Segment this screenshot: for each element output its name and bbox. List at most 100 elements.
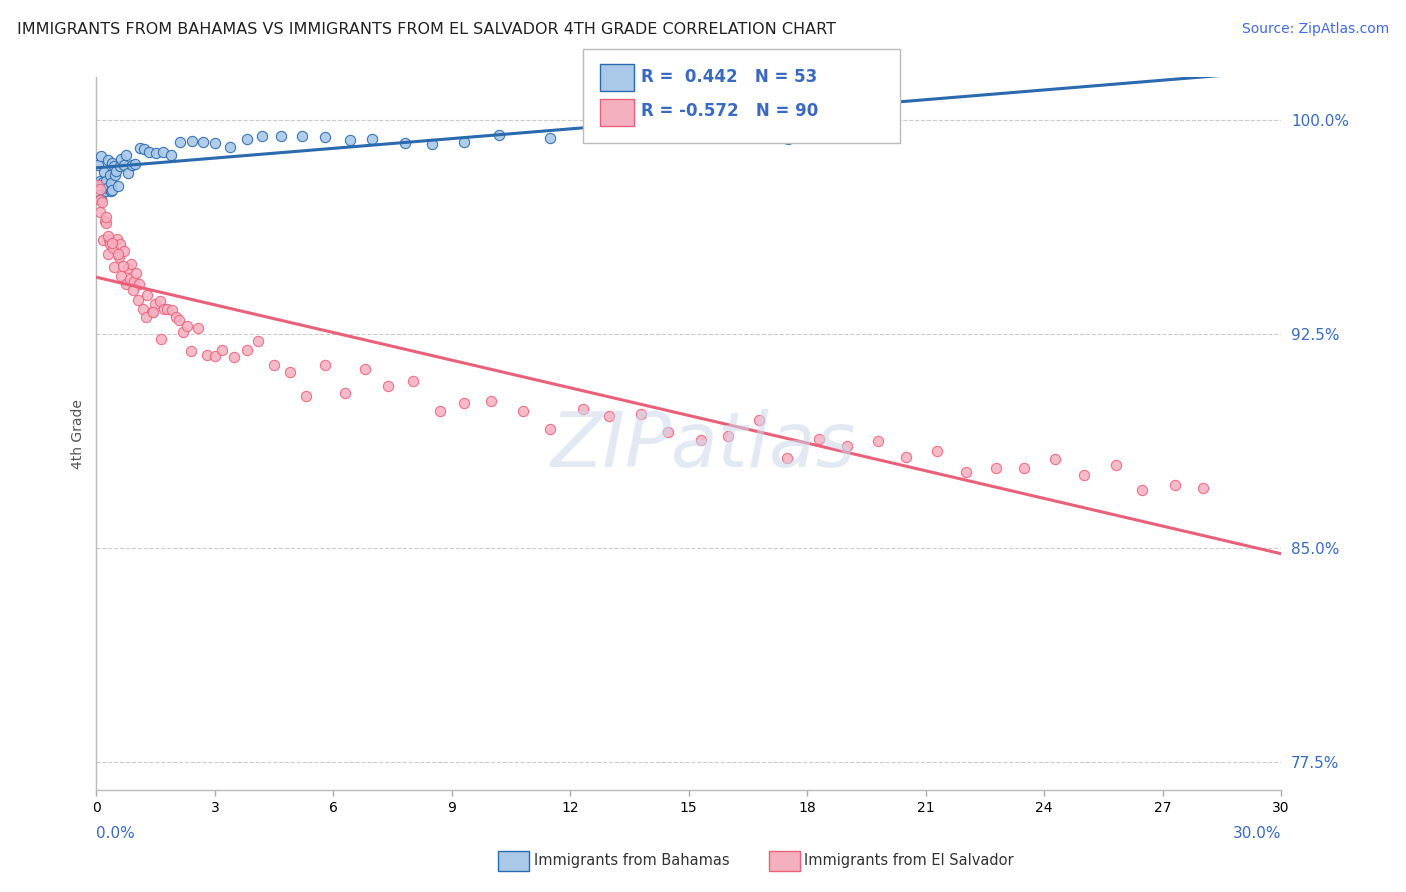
Point: [150, 332, 173, 346]
Point: [204, 349, 226, 363]
Point: [90, 149, 112, 163]
Point: [94, 214, 117, 228]
Point: [117, 260, 139, 275]
Point: [98, 236, 121, 251]
Point: [128, 141, 150, 155]
Point: [335, 386, 357, 401]
Point: [986, 461, 1008, 475]
Point: [98, 168, 121, 182]
Point: [96, 181, 118, 195]
Point: [401, 374, 423, 388]
Point: [96, 210, 118, 224]
Point: [453, 136, 475, 150]
Point: [1012, 460, 1035, 475]
Point: [394, 136, 416, 150]
Point: [101, 183, 124, 197]
Text: IMMIGRANTS FROM BAHAMAS VS IMMIGRANTS FROM EL SALVADOR 4TH GRADE CORRELATION CHA: IMMIGRANTS FROM BAHAMAS VS IMMIGRANTS FR…: [17, 22, 837, 37]
Text: Source: ZipAtlas.com: Source: ZipAtlas.com: [1241, 22, 1389, 37]
Point: [143, 297, 166, 311]
Point: [112, 158, 135, 172]
Point: [748, 413, 770, 427]
Point: [689, 433, 711, 447]
Y-axis label: 4th Grade: 4th Grade: [72, 399, 86, 468]
Point: [866, 434, 889, 449]
Point: [87, 158, 110, 172]
Point: [141, 305, 163, 319]
Point: [156, 301, 179, 316]
Point: [100, 177, 122, 191]
Point: [193, 135, 215, 149]
Point: [122, 274, 145, 288]
Point: [101, 235, 124, 250]
Point: [120, 271, 142, 285]
Point: [142, 305, 165, 319]
Point: [104, 164, 127, 178]
Point: [314, 130, 336, 145]
Point: [571, 402, 593, 417]
Point: [167, 312, 190, 326]
Point: [152, 145, 174, 159]
Point: [93, 164, 115, 178]
Point: [955, 465, 977, 479]
Point: [112, 259, 135, 273]
Text: 0.0%: 0.0%: [97, 826, 135, 841]
Point: [187, 320, 209, 334]
Point: [96, 174, 118, 188]
Point: [127, 293, 149, 308]
Point: [103, 260, 125, 274]
Point: [117, 166, 139, 180]
Point: [132, 301, 155, 316]
Point: [138, 145, 160, 159]
Point: [246, 334, 269, 348]
Point: [204, 136, 226, 151]
Point: [180, 344, 202, 359]
Point: [538, 130, 561, 145]
Point: [1073, 467, 1095, 482]
Point: [339, 133, 361, 147]
Point: [176, 318, 198, 333]
Point: [121, 283, 143, 297]
Point: [90, 178, 112, 193]
Point: [896, 450, 918, 464]
Text: Immigrants from El Salvador: Immigrants from El Salvador: [804, 854, 1014, 868]
Text: ZIPatlas: ZIPatlas: [550, 409, 856, 483]
Point: [1191, 481, 1213, 495]
Point: [112, 244, 135, 258]
Point: [136, 288, 159, 302]
Point: [94, 184, 117, 198]
Point: [97, 233, 120, 247]
Point: [195, 347, 218, 361]
Point: [100, 184, 122, 198]
Point: [148, 293, 170, 308]
Point: [717, 429, 740, 443]
Point: [630, 407, 652, 421]
Point: [91, 233, 114, 247]
Point: [128, 277, 150, 291]
Point: [103, 159, 125, 173]
Point: [420, 136, 443, 151]
Point: [598, 409, 620, 423]
Point: [377, 379, 399, 393]
Point: [108, 237, 131, 252]
Point: [1045, 452, 1067, 467]
Point: [354, 362, 377, 376]
Point: [429, 404, 451, 418]
Point: [125, 265, 148, 279]
Point: [657, 425, 679, 439]
Point: [778, 132, 800, 146]
Point: [90, 192, 112, 206]
Point: [110, 153, 132, 167]
Point: [1132, 483, 1154, 498]
Point: [1105, 458, 1128, 472]
Point: [132, 143, 155, 157]
Point: [314, 358, 336, 372]
Point: [89, 193, 111, 207]
Point: [94, 216, 117, 230]
Point: [105, 231, 128, 245]
Point: [538, 422, 561, 436]
Point: [107, 178, 129, 193]
Point: [145, 146, 167, 161]
Text: 30.0%: 30.0%: [1233, 826, 1281, 841]
Point: [110, 159, 132, 173]
Point: [89, 174, 111, 188]
